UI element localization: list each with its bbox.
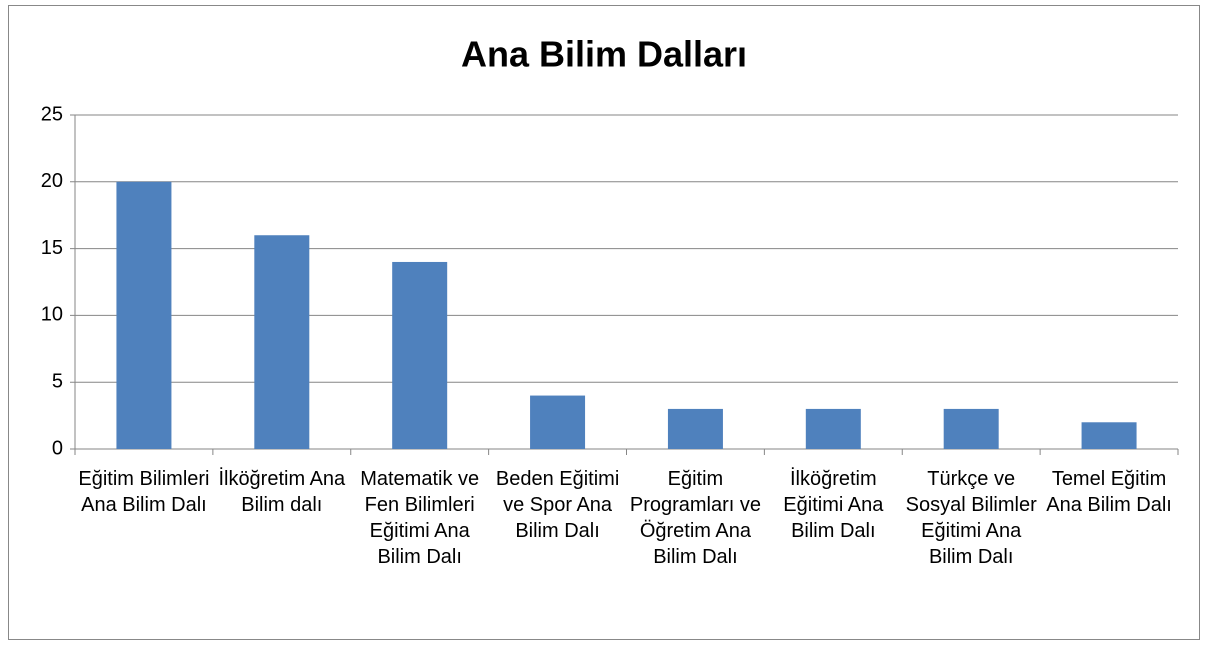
x-tick-label: Matematik ve Fen Bilimleri Eğitimi Ana B… (360, 468, 480, 568)
bar (1081, 422, 1137, 449)
bar (943, 408, 999, 449)
x-tick-label: İlköğretim Ana Bilim dalı (218, 468, 346, 516)
y-tick-label: 15 (41, 237, 63, 259)
bar (254, 235, 310, 449)
x-tick-label-box: Eğitim Programları ve Öğretim Ana Bilim … (629, 468, 762, 568)
x-tick-label-box: Eğitim Bilimleri Ana Bilim Dalı (78, 468, 210, 516)
x-tick-label-box: Temel Eğitim Ana Bilim Dalı (1046, 468, 1172, 516)
x-tick-label-box: Matematik ve Fen Bilimleri Eğitimi Ana B… (360, 468, 480, 568)
x-tick-label: Temel Eğitim Ana Bilim Dalı (1046, 468, 1172, 516)
y-tick-label: 0 (52, 437, 63, 459)
chart-border (8, 5, 1200, 640)
bar (667, 408, 723, 449)
y-tick-label: 25 (41, 103, 63, 125)
x-tick-label-box: Beden Eğitimi ve Spor Ana Bilim Dalı (495, 468, 620, 542)
bar (805, 408, 861, 449)
bar (530, 395, 586, 449)
x-tick-label: İlköğretim Eğitimi Ana Bilim Dalı (783, 468, 884, 542)
x-tick-label-box: Türkçe ve Sosyal Bilimler Eğitimi Ana Bi… (905, 468, 1037, 568)
bar (116, 181, 172, 450)
x-tick-label: Eğitim Programları ve Öğretim Ana Bilim … (629, 468, 762, 568)
x-tick-label: Eğitim Bilimleri Ana Bilim Dalı (78, 468, 210, 516)
chart-title: Ana Bilim Dalları (461, 34, 747, 75)
y-tick-label: 20 (41, 170, 63, 192)
x-tick-label-box: İlköğretim Eğitimi Ana Bilim Dalı (783, 468, 884, 542)
y-tick-label: 5 (52, 370, 63, 392)
x-tick-label-box: İlköğretim Ana Bilim dalı (218, 468, 346, 516)
y-tick-label: 10 (41, 304, 63, 326)
bar (392, 261, 448, 449)
x-tick-label: Türkçe ve Sosyal Bilimler Eğitimi Ana Bi… (905, 468, 1037, 568)
x-tick-label: Beden Eğitimi ve Spor Ana Bilim Dalı (495, 468, 620, 542)
